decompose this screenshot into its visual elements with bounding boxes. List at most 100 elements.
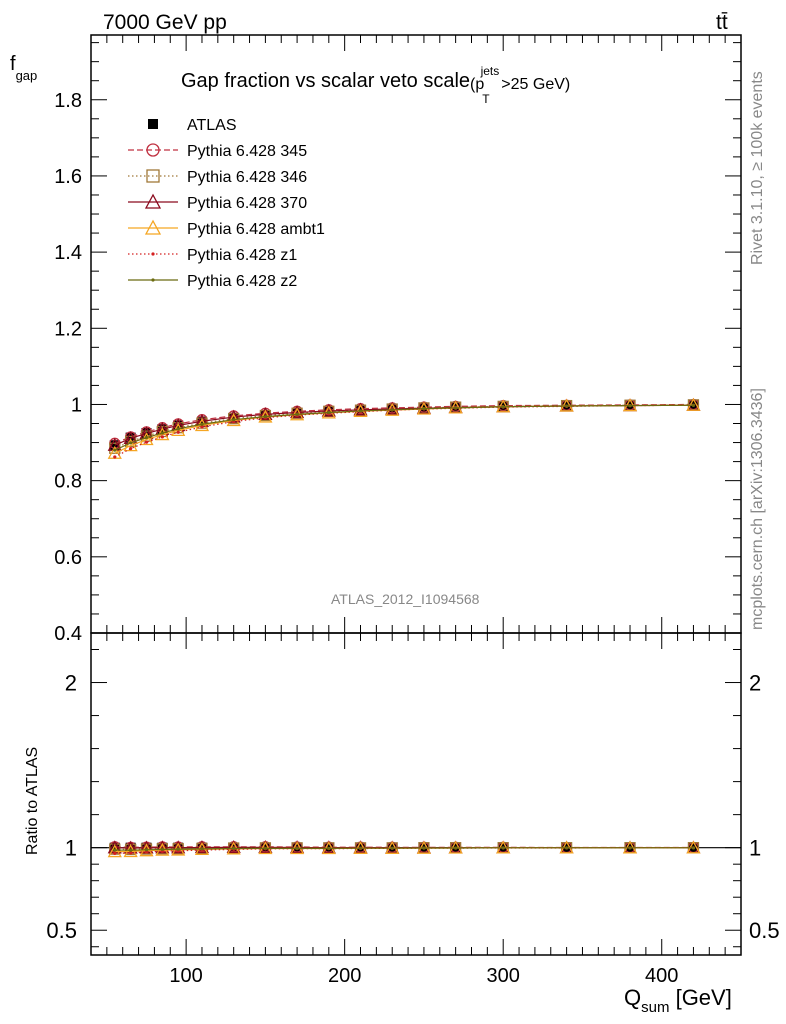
data-point xyxy=(176,847,180,851)
ratio-y-tick-label: 0.5 xyxy=(46,918,77,943)
data-point xyxy=(129,441,133,445)
y-tick-label: 1.6 xyxy=(54,166,82,188)
legend: ATLAS Pythia 6.428 345 Pythia 6.428 346 Pyt… xyxy=(128,117,325,290)
data-point xyxy=(628,846,632,850)
data-point xyxy=(151,278,155,282)
data-point xyxy=(358,409,363,413)
data-point xyxy=(160,431,164,435)
x-tick-label: 200 xyxy=(328,965,361,987)
data-point xyxy=(422,407,426,411)
ratio-y-tick-labels: 0.5 0.5 1 1 2 2 xyxy=(46,671,779,944)
data-point xyxy=(144,219,162,235)
data-point xyxy=(148,119,158,129)
data-point xyxy=(125,432,136,443)
legend-label: Pythia 6.428 345 xyxy=(187,143,307,160)
analysis-watermark: ATLAS_2012_I1094568 xyxy=(331,591,480,607)
data-point xyxy=(146,169,160,183)
legend-item: Pythia 6.428 345 xyxy=(128,143,307,160)
data-point xyxy=(422,846,426,850)
data-point xyxy=(129,851,133,855)
data-point xyxy=(228,412,239,423)
rivet-label: Rivet 3.1.10, ≥ 100k events xyxy=(749,71,766,265)
y-tick-label: 1 xyxy=(71,394,82,416)
data-point xyxy=(171,840,186,854)
series-line xyxy=(114,404,694,451)
data-point xyxy=(628,404,632,408)
main-series-layer xyxy=(107,397,701,459)
process-label: tt̄ xyxy=(716,11,728,34)
data-point xyxy=(565,846,569,850)
y-tick-label: 0.6 xyxy=(54,547,82,569)
y-tick-label: 0.4 xyxy=(54,623,82,645)
ratio-y-tick-label-right: 0.5 xyxy=(749,918,780,943)
data-point xyxy=(290,405,305,419)
main-y-axis-label: fgap xyxy=(10,53,37,83)
ratio-panel-frame xyxy=(90,632,742,956)
series-6 xyxy=(113,403,696,452)
data-point xyxy=(129,848,133,852)
data-point xyxy=(151,252,155,256)
data-point xyxy=(454,406,458,410)
y-tick-label: 1.4 xyxy=(54,242,82,264)
legend-item: Pythia 6.428 z1 xyxy=(128,247,297,264)
data-point xyxy=(501,405,505,409)
legend-item: Pythia 6.428 z2 xyxy=(128,273,297,290)
energy-label: 7000 GeV pp xyxy=(103,11,227,34)
mcplots-label: mcplots.cern.ch [arXiv:1306.3436] xyxy=(749,388,766,630)
data-point xyxy=(200,422,204,426)
series-line xyxy=(114,404,694,458)
data-point xyxy=(144,436,149,440)
data-point xyxy=(295,846,299,850)
data-point xyxy=(232,846,236,851)
ratio-y-tick-label-right: 1 xyxy=(749,836,761,861)
legend-label: ATLAS xyxy=(187,117,237,134)
data-point xyxy=(232,418,236,422)
data-point xyxy=(200,425,204,429)
data-point xyxy=(113,851,117,855)
ratio-series-6 xyxy=(113,846,696,852)
main-y-tick-labels: 0.4 0.6 0.8 1 1.2 1.4 1.6 1.8 xyxy=(54,90,82,645)
series-line xyxy=(114,404,694,454)
data-point xyxy=(454,846,458,850)
data-point xyxy=(129,447,133,451)
data-point xyxy=(358,846,363,850)
ratio-y-tick-label: 1 xyxy=(65,836,77,861)
data-point xyxy=(144,440,149,444)
ratio-y-tick-label: 2 xyxy=(65,671,77,696)
data-point xyxy=(226,839,241,853)
title-sub: T xyxy=(482,92,490,106)
data-point xyxy=(390,408,394,412)
data-point xyxy=(390,846,394,850)
series-line xyxy=(114,847,694,854)
data-point xyxy=(146,143,160,157)
data-point xyxy=(321,403,336,417)
data-point xyxy=(160,435,164,439)
x-tick-label: 300 xyxy=(487,965,520,987)
y-tick-label: 0.8 xyxy=(54,471,82,493)
x-tick-label: 100 xyxy=(169,965,202,987)
x-axis-label: Qsum [GeV] xyxy=(624,985,732,1016)
data-point xyxy=(160,847,164,852)
legend-label: Pythia 6.428 ambt1 xyxy=(187,221,325,238)
data-point xyxy=(200,847,204,851)
ratio-y-tick-label-right: 2 xyxy=(749,671,761,696)
series-line xyxy=(114,847,694,851)
data-point xyxy=(295,412,299,416)
data-point xyxy=(691,403,696,407)
data-point xyxy=(327,410,331,415)
x-tick-labels: 100 200 300 400 xyxy=(169,965,678,987)
data-point xyxy=(113,848,117,852)
data-point xyxy=(263,415,267,419)
data-point xyxy=(691,846,696,850)
title-sup: jets xyxy=(480,64,500,78)
data-point xyxy=(501,846,505,850)
data-point xyxy=(123,438,138,452)
data-point xyxy=(176,430,180,434)
x-tick-label: 400 xyxy=(645,965,678,987)
y-tick-label: 1.2 xyxy=(54,318,82,340)
data-point xyxy=(327,846,331,850)
data-point xyxy=(113,455,117,459)
y-tick-label: 1.8 xyxy=(54,90,82,112)
legend-item: ATLAS xyxy=(148,117,237,134)
